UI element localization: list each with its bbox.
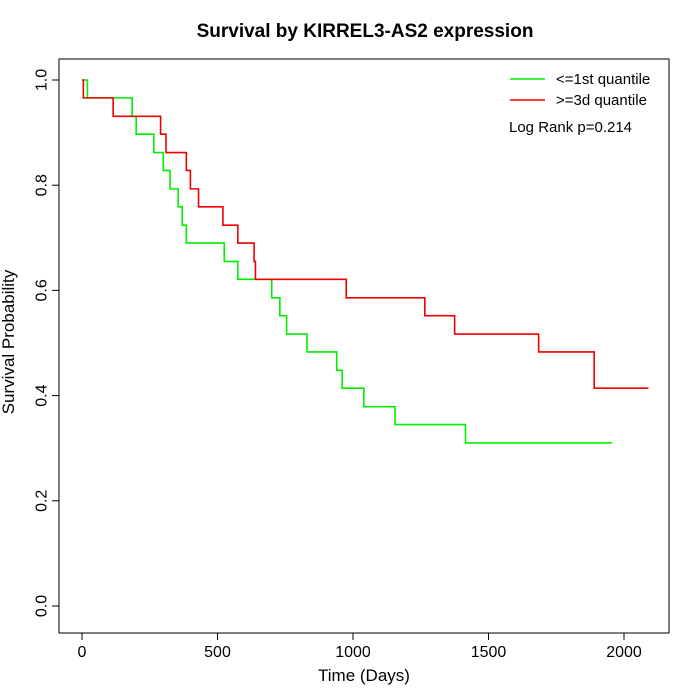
y-tick-label: 0.4	[34, 384, 51, 406]
survival-curve-high	[82, 79, 649, 390]
y-axis-title: Survival Probability	[0, 269, 18, 414]
x-tick-label: 2000	[606, 644, 642, 661]
y-tick-label: 1.0	[34, 69, 51, 91]
plot-area-frame	[58, 58, 670, 634]
x-tick-label: 0	[78, 644, 87, 661]
y-tick-label: 0.2	[34, 490, 51, 512]
x-tick-label: 1000	[335, 644, 371, 661]
series-layer	[82, 79, 649, 444]
chart-title: Survival by KIRREL3-AS2 expression	[197, 21, 534, 42]
legend: <=1st quantile >=3d quantile	[510, 71, 650, 109]
legend-label-high: >=3d quantile	[556, 92, 647, 109]
y-tick-label: 0.0	[34, 595, 51, 617]
x-tick-label: 1500	[471, 644, 507, 661]
y-tick-label: 0.8	[34, 174, 51, 196]
legend-label-low: <=1st quantile	[556, 71, 650, 88]
survival-curve-low	[82, 79, 612, 444]
logrank-annotation: Log Rank p=0.214	[509, 119, 632, 136]
x-tick-label: 500	[204, 644, 231, 661]
y-axis: 0.0 0.2 0.4 0.6 0.8 1.0	[34, 69, 60, 617]
y-tick-label: 0.6	[34, 279, 51, 301]
x-axis: 0 500 1000 1500 2000	[78, 632, 642, 661]
x-axis-title: Time (Days)	[318, 666, 410, 685]
